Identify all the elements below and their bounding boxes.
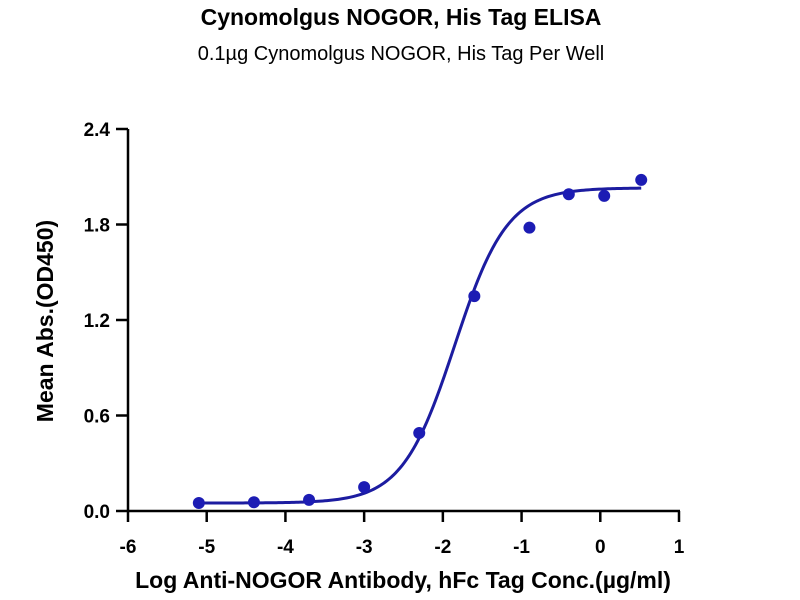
ticks: -6 -5 -4 -3 -2 -1 0 1 0.0 0.6 1.2 1.8 2.4 [84,120,685,558]
axes [126,129,680,513]
x-axis-label: Log Anti-NOGOR Antibody, hFc Tag Conc.(µ… [135,567,671,593]
x-tick-label: -3 [356,537,373,558]
data-point [303,493,316,506]
y-tick-label: 2.4 [84,120,111,141]
x-tick-label: -6 [120,537,137,558]
x-tick-label: -5 [198,537,215,558]
y-tick-label: 0.6 [84,407,110,428]
data-point [523,221,536,234]
fit-curve-group [198,186,642,505]
data-point [562,188,575,201]
fit-curve [198,186,642,505]
chart-title: Cynomolgus NOGOR, His Tag ELISA [201,4,602,30]
x-tick-label: 1 [674,537,685,558]
x-tick-label: -4 [277,537,294,558]
x-tick-label: -1 [513,537,530,558]
x-tick-label: -2 [434,537,451,558]
data-point [192,497,205,510]
data-point [247,496,260,509]
y-tick-label: 0.0 [84,502,110,523]
data-point [413,427,426,440]
data-point [358,481,371,494]
data-point [468,290,481,303]
y-axis-label: Mean Abs.(OD450) [32,220,58,422]
x-tick-label: 0 [595,537,606,558]
chart-subtitle: 0.1µg Cynomolgus NOGOR, His Tag Per Well [198,43,604,65]
data-points [192,173,648,510]
y-tick-label: 1.2 [84,311,110,332]
y-tick-label: 1.8 [84,216,110,237]
data-point [635,173,648,186]
data-point [598,189,611,202]
